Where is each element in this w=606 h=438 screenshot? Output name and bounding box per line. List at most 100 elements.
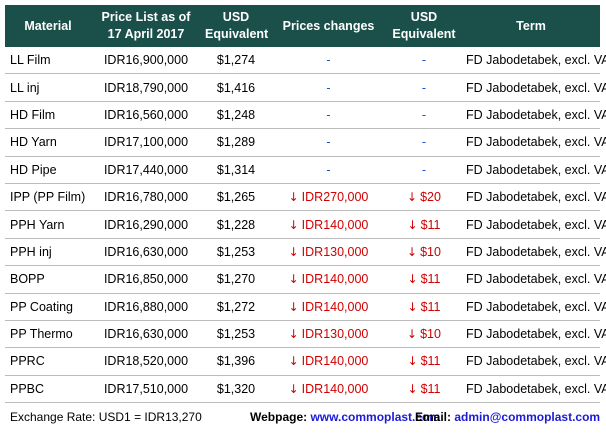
price-change-cell-text: IDR140,000 [301,354,369,369]
price-cell: IDR17,510,000 [91,375,201,404]
usd-cell-text: $1,396 [216,354,256,369]
price-cell: IDR18,790,000 [91,73,201,102]
header-row: Material Price List as of 17 April 2017 U… [5,5,600,47]
down-arrow-icon: ↓ [288,217,299,232]
table-row: HD Yarn IDR17,100,000 $1,289 - - FD Jabodetab… [5,128,606,157]
down-arrow-icon: ↓ [288,327,299,342]
term-cell: FD Jabodetabek, excl. VAT [462,210,606,239]
table-row: PPH Yarn IDR16,290,000 $1,228 ↓ IDR140,000 ↓ $… [5,210,606,239]
term-cell-text: FD Jabodetabek, excl. VAT [466,190,606,205]
table-row: PPBC IDR17,510,000 $1,320 ↓ IDR140,000 ↓ $11 FD… [5,375,606,404]
usd-cell: $1,253 [201,238,271,267]
change-usd-cell: - [386,101,462,130]
change-usd-cell: - [386,47,462,75]
change-usd-cell: - [386,128,462,157]
price-cell: IDR16,630,000 [91,238,201,267]
email-link[interactable]: admin@commoplast.com [454,410,601,424]
material-cell-text: IPP (PP Film) [10,190,86,205]
material-cell: LL Film [5,47,91,75]
usd-cell: $1,248 [201,101,271,130]
price-cell-text: IDR17,510,000 [103,381,189,396]
material-cell: PPH inj [5,238,91,267]
down-arrow-icon: ↓ [407,272,418,287]
down-arrow-icon: ↓ [407,354,418,369]
webpage-link[interactable]: www.commoplast.com [310,410,441,424]
table-row: HD Pipe IDR17,440,000 $1,314 - - FD Jabodetab… [5,156,606,184]
price-change-cell: - [271,156,386,184]
price-cell: IDR16,880,000 [91,293,201,321]
price-cell: IDR16,630,000 [91,320,201,349]
change-usd-cell-text: - [421,135,427,150]
price-cell-text: IDR16,900,000 [103,53,189,68]
usd-cell: $1,253 [201,320,271,349]
price-change-cell-text: - [326,135,331,150]
usd-cell-text: $1,253 [216,244,256,259]
price-table: Material Price List as of 17 April 2017 U… [5,5,606,404]
price-change-cell-text: - [326,162,331,177]
price-cell: IDR16,850,000 [91,265,201,294]
term-cell-text: FD Jabodetabek, excl. VAT [466,107,606,122]
change-usd-cell: ↓ $11 [386,347,462,376]
price-change-cell: ↓ IDR140,000 [271,265,386,294]
usd-cell-text: $1,274 [216,53,256,68]
price-cell: IDR16,900,000 [91,47,201,75]
material-cell-text: BOPP [10,272,45,287]
change-usd-cell-text: $11 [420,381,441,396]
term-cell: FD Jabodetabek, excl. VAT [462,101,606,130]
change-usd-cell: ↓ $11 [386,210,462,239]
term-cell-text: FD Jabodetabek, excl. VAT [466,244,606,259]
down-arrow-icon: ↓ [288,190,299,205]
material-cell: PP Thermo [5,320,91,349]
term-cell-text: FD Jabodetabek, excl. VAT [466,299,606,314]
change-usd-cell-text: - [421,53,427,68]
material-cell: HD Film [5,101,91,130]
price-change-cell: ↓ IDR140,000 [271,375,386,404]
usd-cell: $1,416 [201,73,271,102]
material-cell: PPBC [5,375,91,404]
exchange-rate: Exchange Rate: USD1 = IDR13,270 [10,410,202,424]
usd-cell-text: $1,228 [216,217,256,232]
material-cell-text: HD Pipe [10,162,57,177]
price-cell-text: IDR16,630,000 [103,327,189,342]
material-cell-text: PPBC [10,381,45,396]
down-arrow-icon: ↓ [407,190,418,205]
usd-cell-text: $1,320 [216,381,256,396]
price-change-cell: - [271,101,386,130]
change-usd-cell: ↓ $20 [386,183,462,212]
table-row: LL Film IDR16,900,000 $1,274 - - FD Jabodetab… [5,47,606,75]
price-change-cell-text: IDR140,000 [301,217,369,232]
material-cell: HD Yarn [5,128,91,157]
price-change-cell-text: IDR130,000 [301,327,369,342]
price-cell: IDR16,560,000 [91,101,201,130]
material-cell: PP Coating [5,293,91,321]
usd-cell-text: $1,416 [216,80,256,95]
term-cell-text: FD Jabodetabek, excl. VAT [466,272,606,287]
usd-cell: $1,314 [201,156,271,184]
price-change-cell-text: IDR140,000 [301,381,369,396]
material-cell-text: HD Yarn [10,135,57,150]
price-cell: IDR16,290,000 [91,210,201,239]
price-change-cell-text: - [326,107,331,122]
table-row: HD Film IDR16,560,000 $1,248 - - FD Jabodetab… [5,101,606,130]
price-change-cell: - [271,47,386,75]
table-row: LL inj IDR18,790,000 $1,416 - - FD Jabodetabe… [5,73,606,102]
price-cell: IDR17,440,000 [91,156,201,184]
term-cell-text: FD Jabodetabek, excl. VAT [466,217,606,232]
price-change-cell-text: IDR140,000 [301,299,369,314]
term-cell: FD Jabodetabek, excl. VAT [462,347,606,376]
price-cell-text: IDR16,880,000 [103,299,189,314]
term-cell-text: FD Jabodetabek, excl. VAT [466,354,606,369]
price-change-cell: ↓ IDR140,000 [271,210,386,239]
change-usd-cell-text: $20 [420,190,441,205]
price-cell: IDR18,520,000 [91,347,201,376]
change-usd-cell: - [386,73,462,102]
material-cell-text: PP Coating [10,299,74,314]
change-usd-cell: ↓ $10 [386,238,462,267]
webpage-label: Webpage: [250,410,308,424]
price-cell-text: IDR16,560,000 [103,107,189,122]
price-cell: IDR16,780,000 [91,183,201,212]
price-change-cell: ↓ IDR140,000 [271,293,386,321]
usd-cell: $1,270 [201,265,271,294]
price-cell-text: IDR16,780,000 [103,190,189,205]
price-change-cell-text: IDR130,000 [301,244,369,259]
